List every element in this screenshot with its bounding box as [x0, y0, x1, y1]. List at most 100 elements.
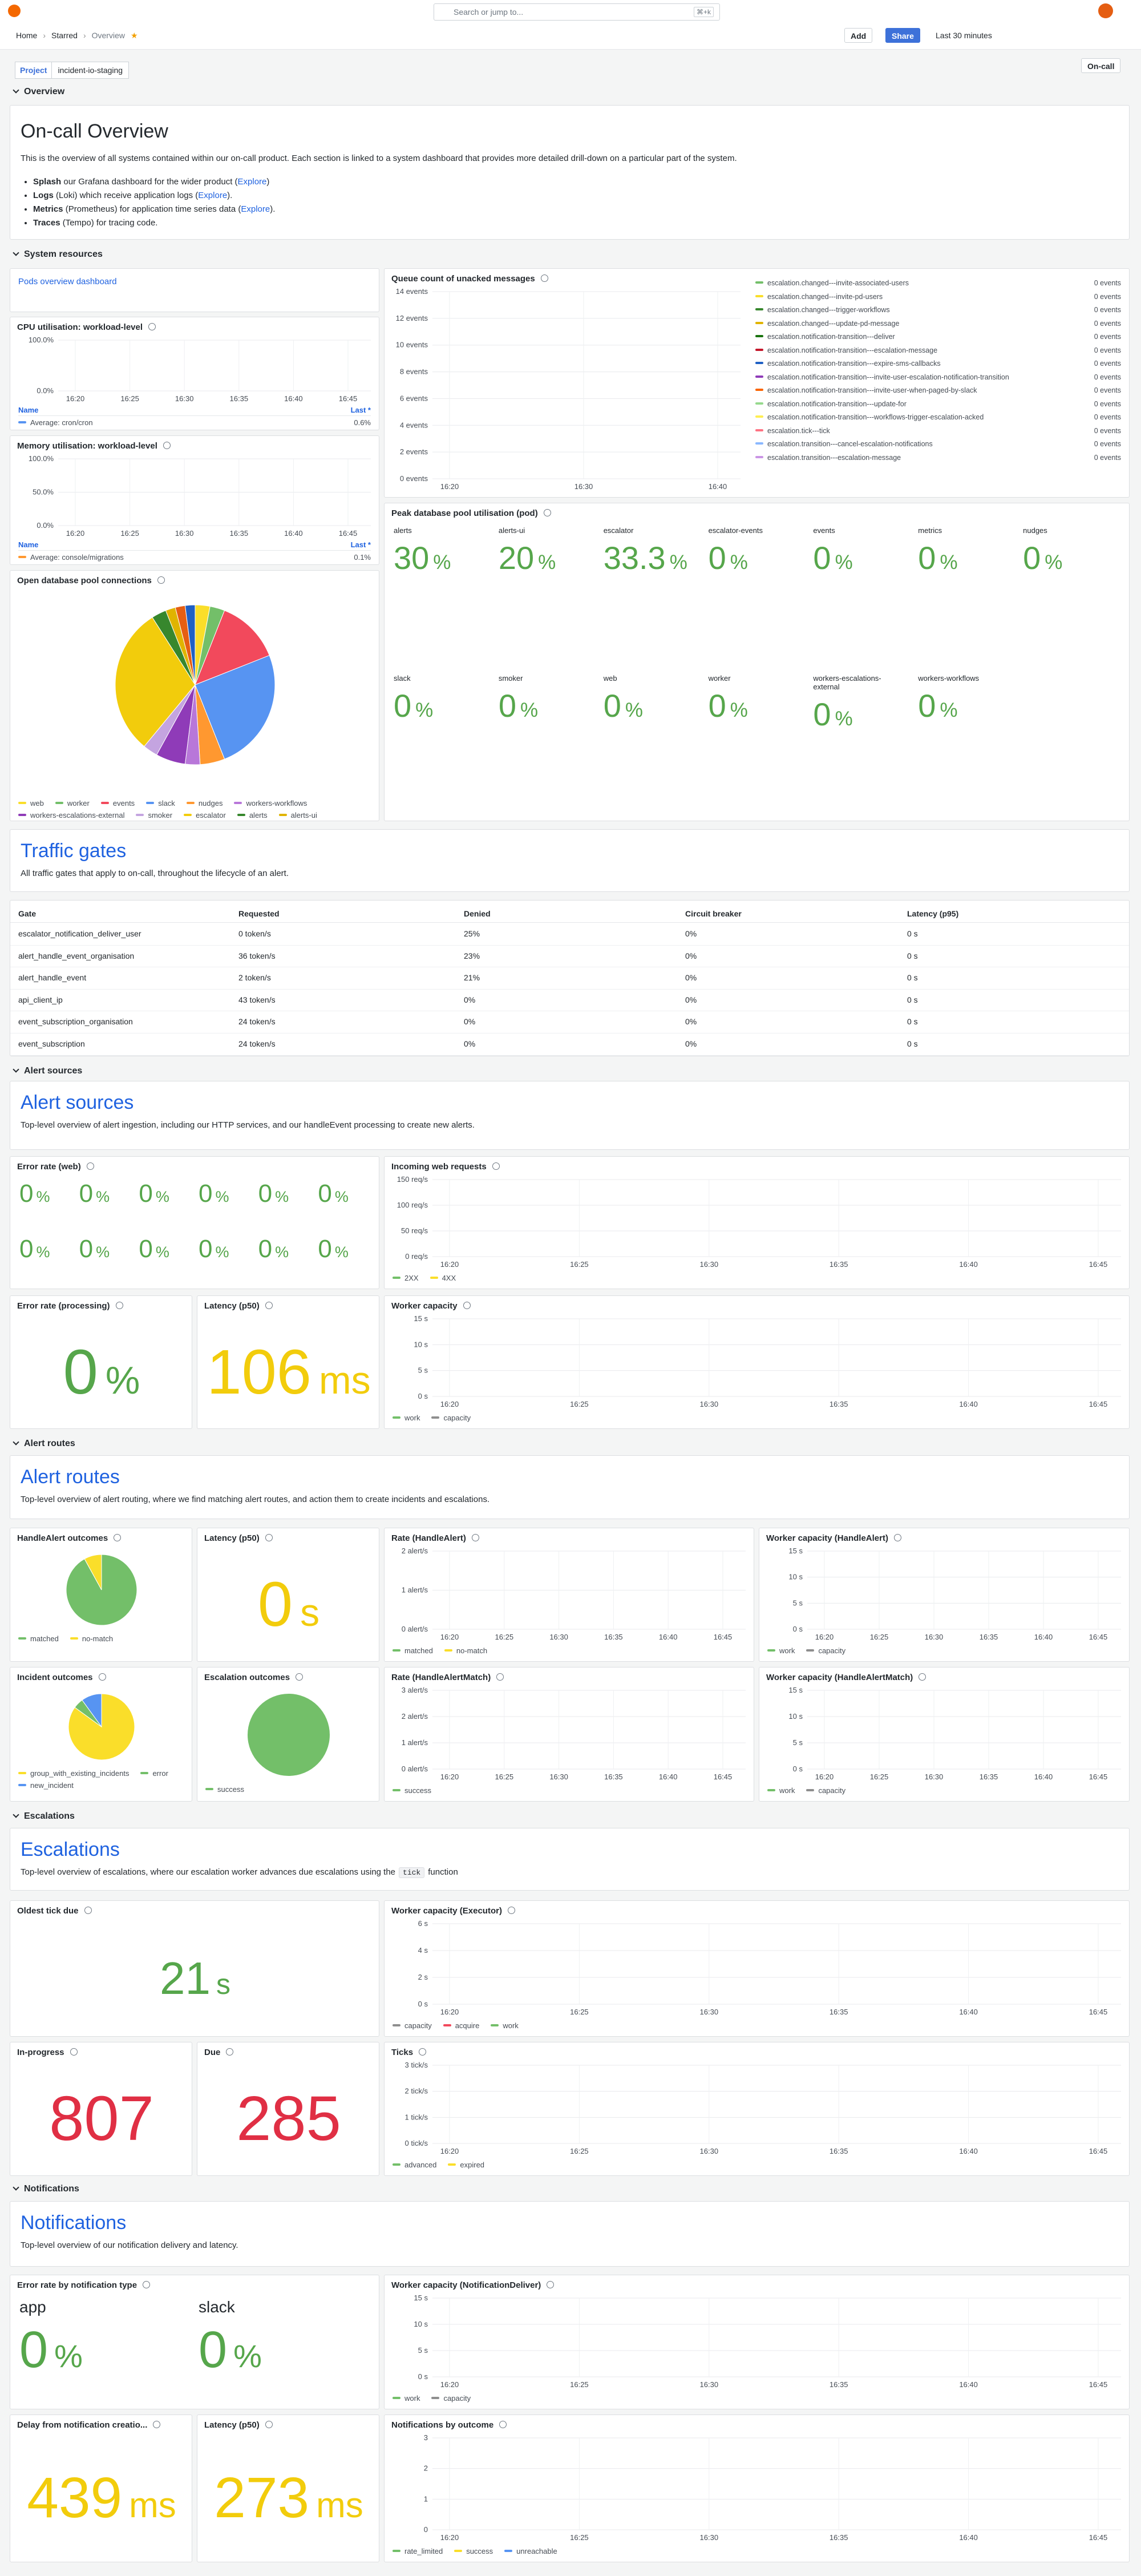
- legend-item[interactable]: success: [205, 1785, 244, 1794]
- legend-item[interactable]: web: [18, 799, 44, 807]
- legend-item[interactable]: capacity: [806, 1646, 845, 1655]
- panel-title: Error rate (processing): [17, 1301, 123, 1311]
- legend-item[interactable]: 2XX: [393, 1274, 419, 1282]
- x-tick-label: 16:25: [570, 2380, 589, 2389]
- legend-item[interactable]: expired: [448, 2161, 484, 2169]
- legend-item[interactable]: unreachable: [504, 2547, 557, 2555]
- stat-number: 0: [918, 540, 936, 576]
- add-button[interactable]: Add: [844, 28, 873, 43]
- pie-slice: [115, 617, 196, 747]
- search-box[interactable]: Search or jump to... ⌘+k: [434, 3, 720, 21]
- bullet-text: (Prometheus) for application time series…: [63, 204, 241, 214]
- row-header: Escalations: [14, 1811, 75, 1822]
- legend-item[interactable]: work: [767, 1646, 795, 1655]
- x-tick-label: 16:30: [700, 2380, 719, 2389]
- legend-name: group_with_existing_incidents: [30, 1769, 130, 1778]
- legend-item[interactable]: success: [393, 1786, 431, 1795]
- legend-row: escalation.notification-transition---upd…: [755, 398, 1121, 411]
- dashboard-link[interactable]: Pods overview dashboard: [18, 277, 117, 286]
- legend-item[interactable]: worker: [55, 799, 90, 807]
- legend-item[interactable]: capacity: [431, 1414, 471, 1422]
- panel-title: Due: [204, 2048, 234, 2057]
- legend-item[interactable]: slack: [146, 799, 175, 807]
- legend-item[interactable]: acquire: [443, 2021, 479, 2030]
- panel-heading[interactable]: Escalations: [21, 1839, 120, 1860]
- table-cell: 0%: [685, 1017, 697, 1027]
- stat-number: 0: [813, 540, 831, 576]
- panel-heading[interactable]: Traffic gates: [21, 840, 127, 862]
- dashboard-link[interactable]: On-call: [1081, 58, 1121, 73]
- legend-item[interactable]: capacity: [393, 2021, 432, 2030]
- explore-link[interactable]: Explore: [198, 191, 228, 200]
- legend-name: escalation.notification-transition---upd…: [767, 399, 907, 408]
- y-tick-label: 0.0%: [37, 386, 54, 395]
- breadcrumb-item[interactable]: Home: [16, 31, 38, 40]
- variable-value[interactable]: incident-io-staging: [51, 62, 130, 79]
- stat-unit: %: [155, 1243, 169, 1261]
- stat-label: slack: [394, 674, 411, 683]
- logo[interactable]: [8, 5, 21, 17]
- legend-name: workers-escalations-external: [30, 811, 125, 819]
- stat-label: metrics: [918, 526, 942, 535]
- search-placeholder: Search or jump to...: [454, 7, 524, 17]
- share-button[interactable]: Share: [885, 28, 920, 43]
- legend-item[interactable]: capacity: [431, 2394, 471, 2403]
- legend-item[interactable]: success: [454, 2547, 493, 2555]
- legend-item[interactable]: work: [491, 2021, 519, 2030]
- legend-item[interactable]: rate_limited: [393, 2547, 443, 2555]
- legend-item: escalation.changed---update-pd-message: [755, 317, 899, 331]
- star-icon[interactable]: ★: [130, 31, 138, 40]
- legend-item[interactable]: alerts: [237, 811, 268, 819]
- x-tick-label: 16:40: [1034, 1772, 1053, 1781]
- legend-item[interactable]: capacity: [806, 1786, 845, 1795]
- legend-item[interactable]: group_with_existing_incidents: [18, 1769, 129, 1778]
- legend-item[interactable]: matched: [393, 1646, 433, 1655]
- legend-item[interactable]: no-match: [444, 1646, 487, 1655]
- x-tick-label: 16:25: [120, 394, 139, 403]
- legend-value: 0 events: [1094, 440, 1121, 448]
- legend-item[interactable]: 4XX: [430, 1274, 456, 1282]
- legend-item[interactable]: new_incident: [18, 1781, 74, 1790]
- info-icon: [296, 1673, 304, 1681]
- legend-item[interactable]: workers-escalations-external: [18, 811, 124, 819]
- legend-item[interactable]: work: [393, 2394, 420, 2403]
- explore-link[interactable]: Explore: [237, 177, 267, 187]
- panel-heading[interactable]: Notifications: [21, 2212, 127, 2234]
- column-header[interactable]: Requested: [238, 909, 280, 918]
- legend-item[interactable]: escalator: [184, 811, 226, 819]
- legend-item[interactable]: matched: [18, 1634, 59, 1643]
- breadcrumb-item[interactable]: Starred: [51, 31, 78, 40]
- column-header[interactable]: Circuit breaker: [685, 909, 742, 918]
- legend-item[interactable]: alerts-ui: [278, 811, 317, 819]
- legend-item[interactable]: smoker: [136, 811, 172, 819]
- legend-item[interactable]: nudges: [186, 799, 222, 807]
- column-header[interactable]: Gate: [18, 909, 37, 918]
- x-tick-label: 16:25: [570, 2147, 589, 2155]
- bullet-text: (Loki) which receive application logs (: [53, 191, 199, 200]
- chart: [66, 1554, 137, 1626]
- legend-swatch: [755, 402, 763, 405]
- legend-item[interactable]: error: [140, 1769, 168, 1778]
- panel-heading[interactable]: Alert routes: [21, 1466, 120, 1488]
- stat-unit: %: [730, 551, 748, 574]
- panel-title-text: Error rate by notification type: [17, 2280, 137, 2290]
- legend-item[interactable]: work: [767, 1786, 795, 1795]
- legend-item[interactable]: workers-workflows: [234, 799, 307, 807]
- stat-unit: %: [36, 1188, 50, 1205]
- legend-item[interactable]: work: [393, 1414, 420, 1422]
- time-picker[interactable]: Last 30 minutes: [930, 28, 998, 43]
- column-header[interactable]: Latency (p95): [907, 909, 959, 918]
- legend-name: rate_limited: [404, 2547, 443, 2555]
- bullet-name: Logs: [33, 191, 54, 200]
- legend-swatch: [70, 1637, 78, 1640]
- info-icon: [148, 323, 156, 330]
- stat-number: 0: [603, 688, 621, 724]
- column-header[interactable]: Denied: [464, 909, 491, 918]
- info-icon: [163, 442, 171, 449]
- legend-item[interactable]: no-match: [70, 1634, 113, 1643]
- legend-item[interactable]: advanced: [393, 2161, 436, 2169]
- legend-item[interactable]: events: [100, 799, 135, 807]
- avatar[interactable]: [1098, 3, 1113, 18]
- explore-link[interactable]: Explore: [241, 204, 270, 214]
- panel-heading[interactable]: Alert sources: [21, 1092, 134, 1113]
